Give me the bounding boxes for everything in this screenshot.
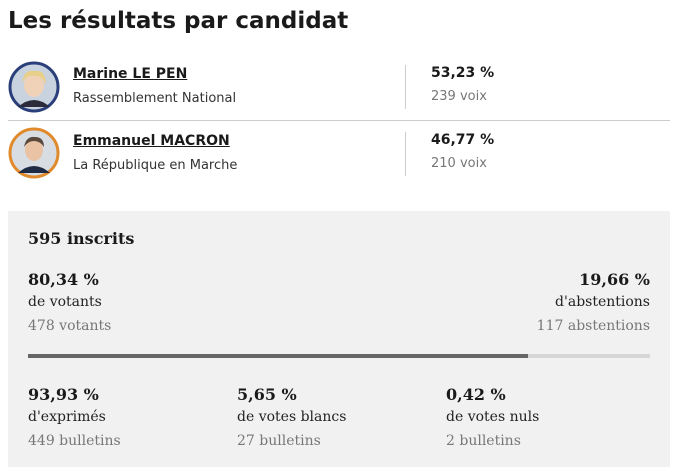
- candidate-votes: 239 voix: [431, 89, 487, 104]
- separator: [405, 132, 406, 176]
- breakdown-percent: 5,65 %: [237, 385, 297, 404]
- divider: [8, 120, 670, 121]
- candidate-name[interactable]: Emmanuel MACRON: [73, 133, 230, 149]
- abstention-percent: 19,66 %: [579, 270, 650, 289]
- voters-percent: 80,34 %: [28, 270, 99, 289]
- breakdown-count: 449 bulletins: [28, 433, 121, 449]
- title: Les résultats par candidat: [8, 8, 349, 34]
- voters-label: de votants: [28, 294, 102, 310]
- breakdown-percent: 93,93 %: [28, 385, 99, 404]
- candidate-votes: 210 voix: [431, 156, 487, 171]
- candidate-party: Rassemblement National: [73, 91, 237, 106]
- breakdown-count: 2 bulletins: [446, 433, 521, 449]
- avatar: [8, 127, 60, 179]
- candidate-party: La République en Marche: [73, 158, 238, 173]
- breakdown-label: de votes nuls: [446, 409, 540, 425]
- abstention-count: 117 abstentions: [536, 318, 650, 334]
- candidate-name[interactable]: Marine LE PEN: [73, 66, 188, 82]
- avatar: [8, 61, 60, 113]
- registered: 595 inscrits: [28, 229, 135, 248]
- abstention-label: d'abstentions: [555, 294, 650, 310]
- voters-count: 478 votants: [28, 318, 112, 334]
- progress-fill: [28, 354, 528, 358]
- breakdown-count: 27 bulletins: [237, 433, 321, 449]
- progress-track: [28, 354, 650, 358]
- breakdown-label: de votes blancs: [237, 409, 347, 425]
- candidate-percent: 53,23 %: [431, 65, 495, 81]
- candidate-percent: 46,77 %: [431, 132, 495, 148]
- breakdown-percent: 0,42 %: [446, 385, 506, 404]
- separator: [405, 65, 406, 109]
- stats-box: 595 inscrits 80,34 % de votants 478 vota…: [8, 211, 670, 467]
- breakdown-label: d'exprimés: [28, 409, 106, 425]
